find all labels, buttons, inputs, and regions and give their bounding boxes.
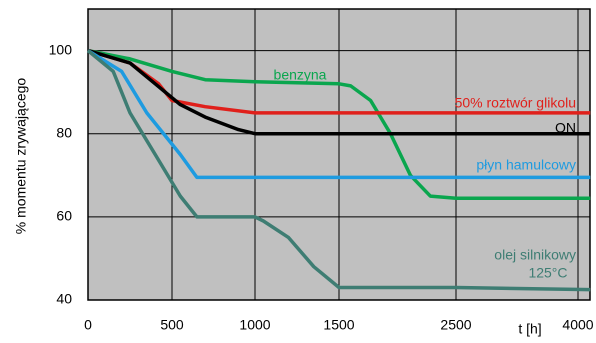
y-axis-label: % momentu zrywającego bbox=[13, 78, 29, 235]
series-line bbox=[87, 48, 591, 200]
series-label: benzyna bbox=[274, 67, 327, 83]
series-label: olej silnikowy bbox=[494, 247, 576, 263]
series-line bbox=[87, 49, 591, 180]
x-tick-label: 2500 bbox=[440, 317, 471, 333]
series-label: 50% roztwór glikolu bbox=[455, 95, 576, 111]
y-tick-label: 40 bbox=[56, 291, 72, 307]
y-tick-label: 100 bbox=[49, 41, 73, 57]
y-tick-label: 60 bbox=[56, 208, 72, 224]
series-label: ON bbox=[555, 120, 576, 136]
series-line bbox=[87, 48, 591, 136]
x-tick-label: 1500 bbox=[323, 317, 354, 333]
x-tick-label: 1000 bbox=[239, 317, 270, 333]
x-tick-label: 500 bbox=[160, 317, 184, 333]
series-line bbox=[86, 49, 591, 292]
series-label: płyn hamulcowy bbox=[476, 157, 576, 173]
annotation: 125°C bbox=[528, 265, 567, 281]
x-tick-label: 4000 bbox=[562, 317, 593, 333]
x-tick-label: 0 bbox=[84, 317, 92, 333]
y-tick-label: 80 bbox=[56, 124, 72, 140]
x-axis-label: t [h] bbox=[518, 321, 541, 337]
